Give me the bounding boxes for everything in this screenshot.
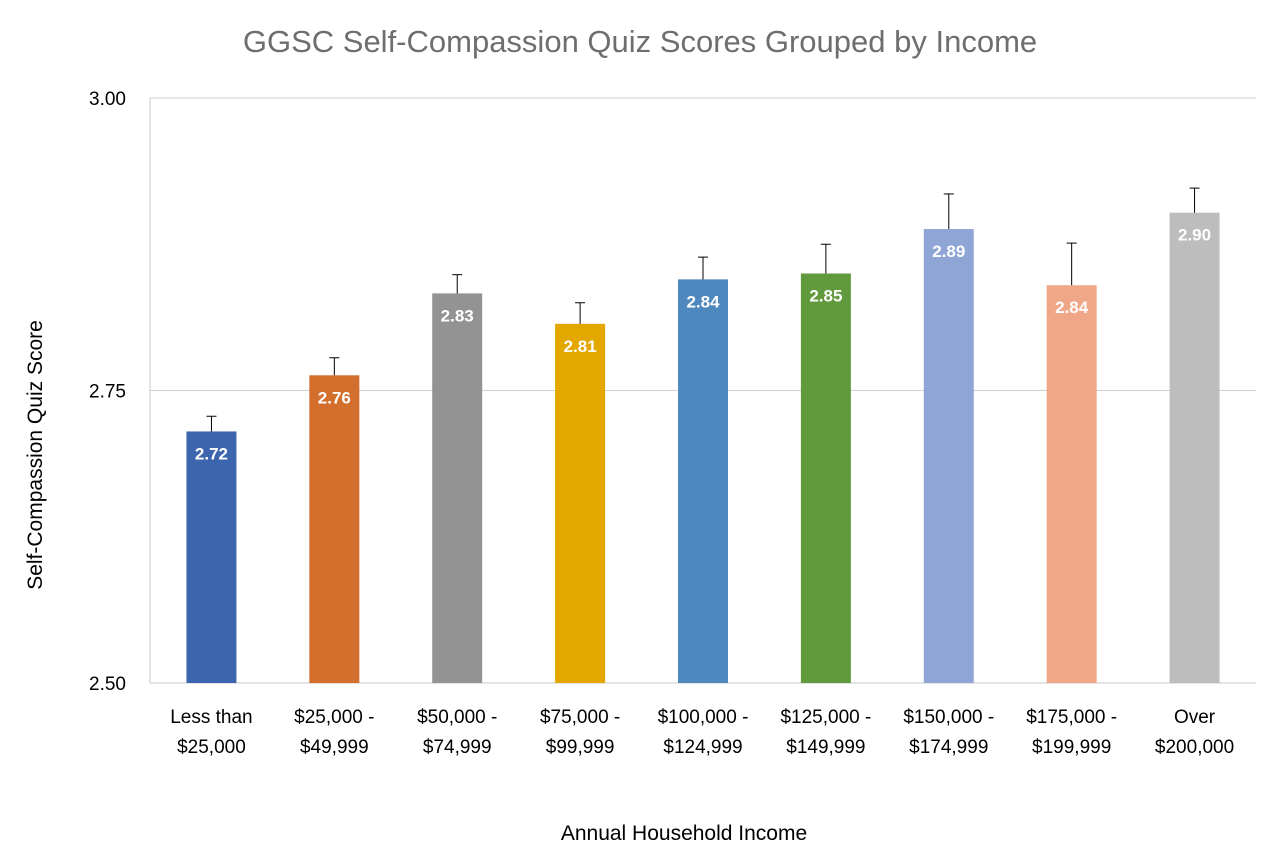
y-tick-label: 2.75 [89, 382, 126, 403]
x-tick-label: Less than $25,000 [170, 707, 252, 758]
y-tick-label: 2.50 [89, 674, 126, 695]
bar [432, 293, 483, 683]
bar [555, 323, 606, 683]
bar [923, 229, 974, 684]
x-tick-label: $75,000 -$99,999 [540, 707, 620, 758]
data-label: 2.83 [441, 306, 474, 325]
error-bars [206, 187, 1200, 432]
data-label: 2.84 [1055, 298, 1089, 317]
chart-title: GGSC Self-Compassion Quiz Scores Grouped… [243, 24, 1037, 59]
bar [678, 279, 728, 683]
bar [1046, 285, 1097, 683]
bar [186, 431, 237, 683]
data-labels: 2.72 2.76 2.83 2.81 2.84 2.85 2.89 2.84 2.90 [195, 226, 1211, 464]
x-axis-title: Annual Household Income [561, 822, 807, 845]
x-tick-label: $150,000 -$174,999 [903, 707, 994, 758]
x-tick-label: $25,000 -$49,999 [294, 707, 374, 758]
x-tick-label: $50,000 -$74,999 [417, 707, 497, 758]
data-label: 2.90 [1178, 226, 1211, 245]
x-tick-label: $100,000 -$124,999 [658, 707, 749, 758]
y-axis-ticks: 2.50 2.75 3.00 [89, 89, 126, 695]
bar [309, 375, 360, 683]
y-tick-label: 3.00 [89, 89, 126, 110]
data-label: 2.84 [686, 292, 720, 311]
data-label: 2.72 [195, 444, 228, 463]
data-label: 2.89 [932, 242, 965, 261]
bar [1169, 212, 1220, 683]
bars [186, 212, 1220, 684]
x-tick-label: Over $200,000 [1155, 707, 1234, 758]
x-axis-ticks: Less than $25,000 $25,000 -$49,999 $50,000 … [170, 707, 1234, 758]
data-label: 2.85 [809, 287, 842, 306]
y-axis-title: Self-Compassion Quiz Score [24, 320, 47, 590]
x-tick-label: $125,000 -$149,999 [780, 707, 871, 758]
x-tick-label: $175,000 -$199,999 [1026, 707, 1117, 758]
data-label: 2.76 [318, 388, 351, 407]
data-label: 2.81 [564, 337, 597, 356]
bar [800, 273, 851, 683]
